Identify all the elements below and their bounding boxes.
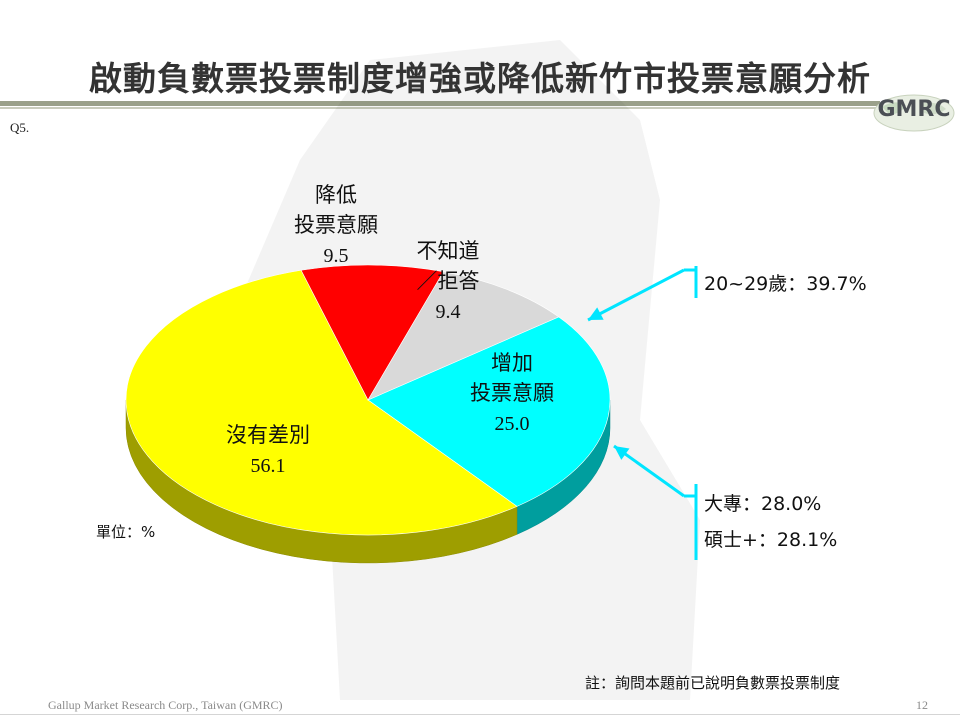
pie-slice-0 [367, 316, 611, 507]
footer-rule [0, 714, 960, 715]
slice-value-3: 9.4 [436, 301, 461, 323]
pie-slice-3 [367, 271, 560, 401]
annotation-text-1-0: 大專：28.0% [704, 493, 821, 515]
unit-label: 單位：% [96, 523, 156, 541]
slice-label-3-1: ／拒答 [417, 269, 480, 293]
slice-label-3-0: 不知道 [417, 239, 480, 263]
slice-value-0: 25.0 [495, 413, 530, 435]
logo-text: GMRC [877, 97, 951, 122]
pie-slice-1 [125, 269, 518, 536]
title-rule-thin [0, 107, 880, 109]
page-title: 啟動負數票投票制度增強或降低新竹市投票意願分析 [0, 52, 960, 100]
footnote: 註：詢問本題前已說明負數票投票制度 [585, 674, 841, 692]
annotation-arrow-0 [587, 268, 685, 322]
title-rule [0, 101, 880, 106]
gmrc-logo: GMRC [872, 93, 956, 133]
slice-label-1-0: 沒有差別 [226, 423, 310, 447]
company-footer: Gallup Market Research Corp., Taiwan (GM… [48, 698, 283, 712]
question-number: Q5. [10, 120, 30, 135]
slice-value-2: 9.5 [324, 245, 349, 267]
slice-label-0-0: 增加 [491, 351, 533, 375]
pie-slices [125, 264, 611, 536]
annotation-arrowhead-0 [588, 307, 604, 320]
page-number: 12 [916, 698, 928, 712]
annotation-arrowhead-1 [614, 446, 630, 460]
slice-label-2-0: 降低 [315, 183, 357, 207]
logo-globe-icon [873, 94, 955, 132]
annotation-text-0-0: 20~29歲：39.7% [704, 273, 867, 295]
slice-value-1: 56.1 [251, 455, 286, 477]
slice-label-2-1: 投票意願 [294, 213, 378, 237]
annotation-text-1-1: 碩士+：28.1% [704, 529, 837, 551]
annotations: 20~29歲：39.7% 大專：28.0% 碩士+：28.1% [587, 266, 867, 560]
annotation-arrow-1 [613, 444, 685, 498]
pie-slice-2 [300, 264, 444, 401]
slice-label-0-1: 投票意願 [470, 381, 554, 405]
